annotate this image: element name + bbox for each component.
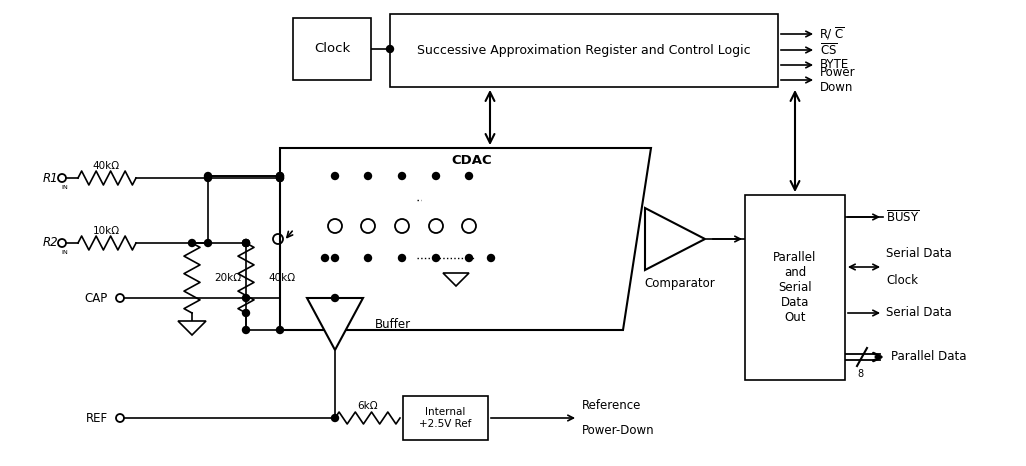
Text: 40kΩ: 40kΩ xyxy=(92,161,120,171)
Circle shape xyxy=(276,172,283,179)
Text: Clock: Clock xyxy=(314,42,350,55)
Text: $_{\mathrm{IN}}$: $_{\mathrm{IN}}$ xyxy=(61,248,69,257)
Bar xyxy=(403,396,488,440)
Circle shape xyxy=(321,254,328,261)
Text: $\overline{\mathrm{C}}$: $\overline{\mathrm{C}}$ xyxy=(834,26,844,42)
Text: 8: 8 xyxy=(857,369,863,379)
Text: Parallel Data: Parallel Data xyxy=(891,350,966,363)
Bar xyxy=(293,18,371,80)
Circle shape xyxy=(242,327,249,334)
Text: CAP: CAP xyxy=(85,292,108,304)
Text: Comparator: Comparator xyxy=(644,277,715,290)
Text: REF: REF xyxy=(86,411,108,425)
Text: $\overline{\mathrm{BUSY}}$: $\overline{\mathrm{BUSY}}$ xyxy=(886,209,919,225)
Circle shape xyxy=(276,172,283,179)
Polygon shape xyxy=(280,148,652,330)
Text: BYTE: BYTE xyxy=(820,59,850,71)
Circle shape xyxy=(364,254,371,261)
Text: R1: R1 xyxy=(42,171,58,185)
Circle shape xyxy=(331,295,339,302)
Polygon shape xyxy=(177,321,206,335)
Polygon shape xyxy=(443,273,469,286)
Text: Power-Down: Power-Down xyxy=(582,424,655,437)
Circle shape xyxy=(276,174,283,181)
Circle shape xyxy=(487,254,495,261)
Polygon shape xyxy=(307,298,363,350)
Text: Serial Data: Serial Data xyxy=(886,247,952,260)
Polygon shape xyxy=(645,208,705,270)
Text: 20kΩ: 20kΩ xyxy=(214,273,241,283)
Circle shape xyxy=(242,240,249,247)
Circle shape xyxy=(398,254,405,261)
Circle shape xyxy=(242,240,249,247)
Circle shape xyxy=(433,172,439,179)
Circle shape xyxy=(204,174,211,181)
Bar xyxy=(390,14,778,87)
Circle shape xyxy=(276,327,283,334)
Text: $_{\mathrm{IN}}$: $_{\mathrm{IN}}$ xyxy=(61,183,69,192)
Text: 10kΩ: 10kΩ xyxy=(92,226,120,236)
Circle shape xyxy=(276,174,283,181)
Circle shape xyxy=(204,172,211,179)
Circle shape xyxy=(466,172,473,179)
Circle shape xyxy=(466,254,473,261)
Text: R/: R/ xyxy=(820,27,832,41)
Circle shape xyxy=(242,240,249,247)
Text: Serial Data: Serial Data xyxy=(886,307,952,320)
Circle shape xyxy=(331,254,339,261)
Text: Successive Approximation Register and Control Logic: Successive Approximation Register and Co… xyxy=(418,44,751,57)
Circle shape xyxy=(398,172,405,179)
Circle shape xyxy=(331,172,339,179)
Text: Internal
+2.5V Ref: Internal +2.5V Ref xyxy=(420,407,472,429)
Text: Buffer: Buffer xyxy=(374,317,411,330)
Text: 40kΩ: 40kΩ xyxy=(268,273,295,283)
Circle shape xyxy=(242,295,249,302)
Circle shape xyxy=(433,254,439,261)
Text: CDAC: CDAC xyxy=(451,153,491,166)
Text: R2: R2 xyxy=(42,237,58,249)
Circle shape xyxy=(204,240,211,247)
Circle shape xyxy=(189,240,196,247)
Text: Clock: Clock xyxy=(886,274,918,287)
Text: 6kΩ: 6kΩ xyxy=(357,401,378,411)
Text: Parallel
and
Serial
Data
Out: Parallel and Serial Data Out xyxy=(774,251,817,324)
Bar xyxy=(745,195,845,380)
Circle shape xyxy=(331,414,339,422)
Text: $\overline{\mathrm{CS}}$: $\overline{\mathrm{CS}}$ xyxy=(820,42,837,58)
Circle shape xyxy=(242,309,249,316)
Circle shape xyxy=(387,46,394,53)
Text: Power
Down: Power Down xyxy=(820,66,856,94)
Circle shape xyxy=(364,172,371,179)
Text: Reference: Reference xyxy=(582,399,641,412)
